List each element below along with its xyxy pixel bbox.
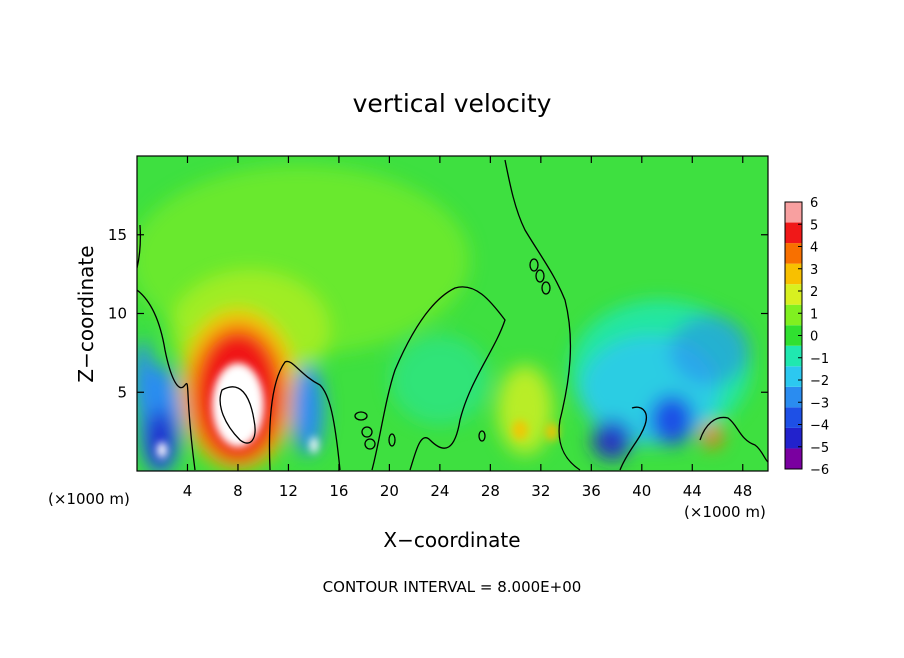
contour-line bbox=[535, 269, 545, 283]
colorbar-tick-label: 0 bbox=[810, 330, 818, 345]
colorbar-tick-label: −6 bbox=[810, 463, 829, 478]
contour-line bbox=[619, 406, 647, 471]
y-axis: 5 10 15 bbox=[108, 226, 768, 401]
colorbar-tick-label: −5 bbox=[810, 441, 829, 456]
x-tick-label: 40 bbox=[632, 482, 651, 500]
x-axis: 4 8 12 16 20 24 28 32 36 40 44 48 bbox=[183, 156, 752, 500]
colorbar-swatch bbox=[785, 263, 802, 285]
contour-interval-label: CONTOUR INTERVAL = 8.000E+00 bbox=[323, 578, 582, 596]
field-blob bbox=[146, 410, 174, 470]
x-tick-label: 16 bbox=[329, 482, 348, 500]
contour-line bbox=[219, 386, 256, 444]
field-core bbox=[512, 420, 528, 440]
x-tick-label: 20 bbox=[380, 482, 399, 500]
contour-line bbox=[541, 281, 551, 295]
colorbar-swatch bbox=[785, 325, 802, 346]
colorbar-swatch bbox=[785, 222, 802, 244]
zero-contours bbox=[137, 159, 768, 471]
field-blob bbox=[497, 365, 553, 455]
colorbar-tick-label: −3 bbox=[810, 396, 829, 411]
contour-line bbox=[361, 426, 373, 438]
colorbar-tick-label: 1 bbox=[810, 307, 818, 322]
colorbar-swatch bbox=[785, 304, 802, 326]
contour-line bbox=[699, 416, 768, 463]
x-tick-label: 28 bbox=[481, 482, 500, 500]
colorbar-swatch bbox=[785, 202, 802, 223]
x-tick-label: 36 bbox=[582, 482, 601, 500]
colorbar-swatch bbox=[785, 243, 802, 264]
field-blob bbox=[702, 424, 722, 448]
field-blob bbox=[650, 395, 694, 445]
colorbar-tick-label: 6 bbox=[810, 196, 818, 211]
field-core bbox=[310, 437, 318, 453]
contour-line bbox=[364, 438, 376, 450]
y-tick-label: 15 bbox=[108, 226, 127, 244]
field-core bbox=[212, 363, 264, 447]
y-axis-label: Z−coordinate bbox=[74, 245, 98, 382]
colorbar-swatch bbox=[785, 448, 802, 469]
x-axis-label: X−coordinate bbox=[383, 528, 520, 552]
velocity-field bbox=[137, 156, 768, 471]
y-tick-label: 10 bbox=[108, 305, 127, 323]
y-tick-label: 5 bbox=[117, 383, 127, 401]
colorbar-tick-label: 2 bbox=[810, 285, 818, 300]
contour-line bbox=[371, 286, 506, 471]
colorbar-tick-label: 3 bbox=[810, 263, 818, 278]
colorbar-swatch bbox=[785, 345, 802, 367]
colorbar-tick-label: 4 bbox=[810, 241, 818, 256]
x-unit-label-left: (×1000 m) bbox=[48, 490, 130, 508]
chart-title: vertical velocity bbox=[353, 89, 552, 118]
colorbar: −6 −5 −4 −3 −2 −1 0 1 2 3 4 5 6 bbox=[784, 196, 829, 478]
field-core bbox=[545, 423, 559, 441]
x-tick-label: 44 bbox=[683, 482, 702, 500]
x-unit-label-right: (×1000 m) bbox=[684, 503, 766, 521]
contour-line bbox=[137, 224, 142, 269]
field-core bbox=[157, 442, 167, 458]
contour-line bbox=[388, 433, 396, 447]
contour-line bbox=[478, 430, 486, 442]
x-tick-label: 4 bbox=[183, 482, 193, 500]
colorbar-swatch bbox=[785, 407, 802, 428]
contour-line bbox=[137, 289, 196, 471]
contour-line bbox=[268, 360, 341, 471]
field-blob bbox=[670, 315, 750, 385]
colorbar-swatch bbox=[785, 427, 802, 449]
x-tick-label: 32 bbox=[531, 482, 550, 500]
colorbar-swatch bbox=[785, 284, 802, 305]
x-tick-label: 24 bbox=[430, 482, 449, 500]
contour-line bbox=[354, 411, 368, 421]
colorbar-tick-label: −4 bbox=[810, 419, 829, 434]
field-blob bbox=[137, 340, 153, 420]
x-tick-label: 8 bbox=[233, 482, 243, 500]
x-tick-label: 12 bbox=[279, 482, 298, 500]
contour-line bbox=[529, 258, 539, 272]
colorbar-tick-label: −1 bbox=[810, 352, 829, 367]
field-blob bbox=[592, 420, 632, 460]
colorbar-tick-label: 5 bbox=[810, 218, 818, 233]
colorbar-swatch bbox=[785, 386, 802, 408]
contour-line bbox=[504, 159, 581, 471]
colorbar-swatch bbox=[785, 366, 802, 387]
colorbar-tick-label: −2 bbox=[810, 374, 829, 389]
x-tick-label: 48 bbox=[733, 482, 752, 500]
field-blob bbox=[292, 365, 324, 455]
